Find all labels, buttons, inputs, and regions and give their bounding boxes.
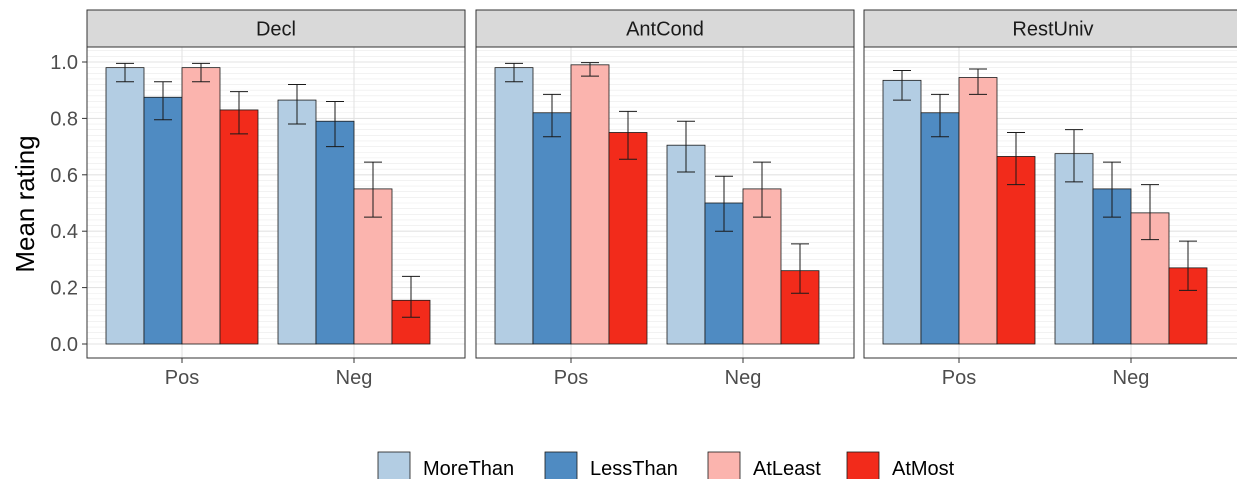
bar-lessthan-pos: [920, 112, 960, 345]
panel-decl: Decl Pos Neg: [86, 9, 466, 389]
error-bar: [402, 275, 420, 318]
legend-label: AtMost: [892, 458, 955, 479]
bar-atleast-pos: [181, 67, 221, 345]
error-bar: [893, 69, 911, 101]
panel-border: [86, 46, 466, 359]
panel-border: [863, 46, 1237, 359]
error-bar: [154, 81, 172, 121]
panel-antcond: AntCond Pos Neg: [475, 9, 855, 389]
bar-atmost-pos: [219, 109, 259, 345]
legend-item-atleast: AtLeast: [707, 451, 821, 479]
panel-title: Decl: [256, 19, 296, 41]
error-bar: [1179, 240, 1197, 291]
error-bar: [969, 68, 987, 95]
bar-atmost-pos: [996, 156, 1036, 345]
error-bar: [619, 110, 637, 160]
error-bar: [543, 93, 561, 138]
bar-morethan-neg: [277, 99, 317, 345]
error-bar: [677, 120, 695, 173]
y-tick-label: 0.8: [50, 108, 78, 130]
error-bar: [192, 62, 210, 83]
bar-morethan-pos: [882, 79, 922, 345]
legend-item-lessthan: LessThan: [544, 451, 678, 479]
legend-item-atmost: AtMost: [846, 451, 955, 479]
chart-panels: Decl Pos Neg AntCond Pos Neg RestUniv Pos Neg: [86, 9, 1237, 389]
x-tick-label: Neg: [725, 367, 762, 389]
legend-label: LessThan: [590, 458, 678, 479]
y-tick-label: 0.0: [50, 334, 78, 356]
error-bar: [1103, 161, 1121, 218]
x-tick-label: Pos: [942, 367, 976, 389]
bar-morethan-neg: [666, 144, 706, 345]
error-bar: [326, 100, 344, 148]
bar-lessthan-pos: [143, 96, 183, 345]
bar-atmost-pos: [608, 132, 648, 345]
error-bar: [364, 161, 382, 218]
x-tick-label: Pos: [165, 367, 199, 389]
legend: MoreThan LessThan AtLeast AtMost: [377, 451, 955, 479]
bar-morethan-pos: [494, 67, 534, 345]
legend-swatch: [846, 451, 880, 479]
error-bar: [753, 161, 771, 218]
legend-swatch: [544, 451, 578, 479]
panel-border: [475, 46, 855, 359]
error-bar: [230, 91, 248, 135]
y-axis-title: Mean rating: [10, 135, 40, 272]
bar-lessthan-neg: [315, 120, 355, 345]
error-bar: [505, 62, 523, 83]
bar-morethan-pos: [105, 67, 145, 345]
y-tick-label: 0.4: [50, 221, 78, 243]
panel-strip: [86, 9, 466, 48]
error-bar: [288, 84, 306, 125]
x-tick-label: Neg: [1113, 367, 1150, 389]
y-tick-label: 0.6: [50, 165, 78, 187]
panel-strip: [475, 9, 855, 48]
legend-label: AtLeast: [753, 458, 821, 479]
error-bar: [1007, 132, 1025, 186]
panel-title: AntCond: [626, 19, 704, 41]
panel-restuniv: RestUniv Pos Neg: [863, 9, 1237, 389]
x-tick-label: Neg: [336, 367, 373, 389]
bar-morethan-neg: [1054, 153, 1094, 345]
legend-label: MoreThan: [423, 458, 514, 479]
y-tick-label: 0.2: [50, 278, 78, 300]
error-bar: [581, 62, 599, 77]
error-bar: [1065, 129, 1083, 183]
error-bar: [791, 243, 809, 294]
legend-swatch: [707, 451, 741, 479]
y-axis: 0.0 0.2 0.4 0.6 0.8 1.0: [50, 52, 87, 356]
bar-lessthan-pos: [532, 112, 572, 345]
error-bar: [1141, 184, 1159, 241]
error-bar: [715, 175, 733, 232]
legend-swatch: [377, 451, 411, 479]
bar-atleast-pos: [958, 77, 998, 345]
error-bar: [116, 62, 134, 83]
y-tick-label: 1.0: [50, 52, 78, 74]
x-tick-label: Pos: [554, 367, 588, 389]
legend-item-morethan: MoreThan: [377, 451, 514, 479]
panel-title: RestUniv: [1012, 19, 1093, 41]
bar-atleast-pos: [570, 64, 610, 345]
error-bar: [931, 93, 949, 138]
